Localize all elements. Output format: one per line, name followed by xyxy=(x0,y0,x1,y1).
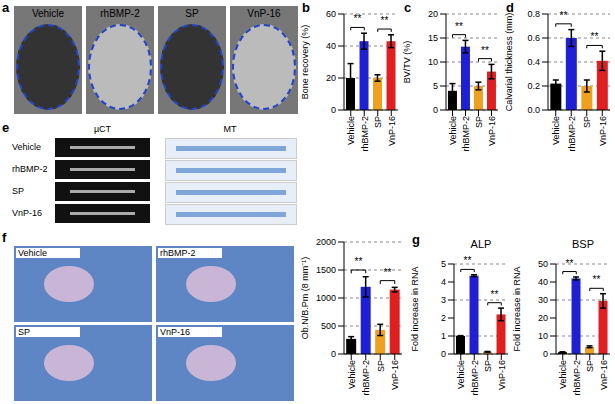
svg-text:**: ** xyxy=(381,15,389,26)
svg-text:**: ** xyxy=(491,289,499,300)
svg-text:rhBMP-2: rhBMP-2 xyxy=(361,360,371,396)
svg-text:40: 40 xyxy=(538,277,548,287)
html-text:MT: MT xyxy=(223,124,237,134)
svg-text:0.4: 0.4 xyxy=(527,57,540,67)
svg-text:**: ** xyxy=(355,256,363,267)
html-text:d: d xyxy=(506,0,514,15)
svg-text:10: 10 xyxy=(428,57,438,67)
svg-text:0.8: 0.8 xyxy=(527,9,540,19)
html-text:Vehicle: Vehicle xyxy=(31,8,65,19)
svg-text:VnP-16: VnP-16 xyxy=(599,360,607,390)
svg-text:Fold increase in RNA: Fold increase in RNA xyxy=(410,266,420,351)
html-text:e: e xyxy=(2,120,10,135)
svg-text:**: ** xyxy=(481,45,489,56)
svg-text:rhBMP-2: rhBMP-2 xyxy=(360,116,370,152)
svg-text:20: 20 xyxy=(326,73,336,83)
svg-text:1: 1 xyxy=(441,331,446,341)
html-text:rhBMP-2: rhBMP-2 xyxy=(12,164,48,174)
svg-text:0.0: 0.0 xyxy=(527,105,540,115)
svg-text:0: 0 xyxy=(543,349,548,359)
svg-text:Vehicle: Vehicle xyxy=(558,360,568,389)
svg-text:Bone recovery (%): Bone recovery (%) xyxy=(300,25,310,100)
svg-text:5: 5 xyxy=(433,81,438,91)
svg-text:**: ** xyxy=(354,13,362,24)
html-text:SP: SP xyxy=(12,186,24,196)
html-text:VnP-16: VnP-16 xyxy=(160,327,190,337)
svg-text:0.6: 0.6 xyxy=(527,33,540,43)
svg-text:0.2: 0.2 xyxy=(527,81,540,91)
svg-text:3: 3 xyxy=(441,295,446,305)
svg-text:rhBMP-2: rhBMP-2 xyxy=(470,360,480,396)
svg-text:**: ** xyxy=(455,21,463,32)
svg-text:BV/TV (%): BV/TV (%) xyxy=(402,41,412,84)
html-text:VnP-16: VnP-16 xyxy=(12,208,42,218)
svg-text:SP: SP xyxy=(474,116,484,128)
html-text:c: c xyxy=(404,0,412,15)
svg-text:SP: SP xyxy=(582,116,592,128)
svg-text:40: 40 xyxy=(326,41,336,51)
svg-text:**: ** xyxy=(591,31,599,42)
svg-text:50: 50 xyxy=(538,259,548,269)
svg-text:5: 5 xyxy=(441,259,446,269)
html-text:SP: SP xyxy=(185,8,199,19)
svg-text:rhBMP-2: rhBMP-2 xyxy=(572,360,582,396)
svg-text:0: 0 xyxy=(441,349,446,359)
svg-text:**: ** xyxy=(593,274,601,285)
svg-text:VnP-16: VnP-16 xyxy=(387,116,397,146)
svg-text:2000: 2000 xyxy=(316,237,336,247)
svg-text:SP: SP xyxy=(373,116,383,128)
svg-text:**: ** xyxy=(566,258,574,269)
html-text:b: b xyxy=(302,0,310,15)
svg-text:SP: SP xyxy=(585,360,595,372)
html-text:rhBMP-2: rhBMP-2 xyxy=(160,248,196,258)
svg-text:1500: 1500 xyxy=(316,265,336,275)
svg-text:0: 0 xyxy=(331,349,336,359)
svg-text:Vehicle: Vehicle xyxy=(448,116,458,145)
svg-text:20: 20 xyxy=(538,313,548,323)
svg-text:rhBMP-2: rhBMP-2 xyxy=(461,116,471,152)
svg-text:1000: 1000 xyxy=(316,293,336,303)
svg-text:2: 2 xyxy=(441,313,446,323)
html-text:VnP-16: VnP-16 xyxy=(247,8,281,19)
svg-text:10: 10 xyxy=(538,331,548,341)
html-text:µCT: µCT xyxy=(93,124,112,134)
html-text:Vehicle: Vehicle xyxy=(12,142,41,152)
html-text:a: a xyxy=(2,0,10,15)
svg-text:VnP-16: VnP-16 xyxy=(390,360,400,390)
svg-text:Vehicle: Vehicle xyxy=(346,116,356,145)
html-text:ALP: ALP xyxy=(470,238,492,250)
svg-text:**: ** xyxy=(464,255,472,266)
html-text:BSP: BSP xyxy=(572,238,594,250)
svg-text:0: 0 xyxy=(331,105,336,115)
svg-text:**: ** xyxy=(560,10,568,21)
svg-text:500: 500 xyxy=(321,321,336,331)
svg-text:rhBMP-2: rhBMP-2 xyxy=(567,116,577,152)
svg-text:4: 4 xyxy=(441,277,446,287)
html-text:SP: SP xyxy=(18,327,30,337)
html-text:Vehicle: Vehicle xyxy=(18,248,47,258)
svg-text:Vehicle: Vehicle xyxy=(347,360,357,389)
svg-text:Fold increase in RNA: Fold increase in RNA xyxy=(512,266,522,351)
html-text:g: g xyxy=(412,232,420,247)
svg-text:Ob.N/B.Pm (8 mm⁻¹): Ob.N/B.Pm (8 mm⁻¹) xyxy=(300,257,310,340)
svg-text:VnP-16: VnP-16 xyxy=(487,116,497,146)
svg-text:Calvarial thickness (mm): Calvarial thickness (mm) xyxy=(504,13,514,112)
svg-text:60: 60 xyxy=(326,9,336,19)
html-text:f: f xyxy=(2,230,7,245)
svg-text:VnP-16: VnP-16 xyxy=(497,360,507,390)
svg-text:**: ** xyxy=(384,267,392,278)
svg-text:30: 30 xyxy=(538,295,548,305)
svg-text:SP: SP xyxy=(483,360,493,372)
svg-text:15: 15 xyxy=(428,33,438,43)
svg-text:SP: SP xyxy=(376,360,386,372)
svg-text:20: 20 xyxy=(428,9,438,19)
svg-text:VnP-16: VnP-16 xyxy=(598,116,607,146)
svg-text:Vehicle: Vehicle xyxy=(456,360,466,389)
html-text:rhBMP-2: rhBMP-2 xyxy=(100,8,140,19)
svg-text:0: 0 xyxy=(433,105,438,115)
svg-text:Vehicle: Vehicle xyxy=(551,116,561,145)
